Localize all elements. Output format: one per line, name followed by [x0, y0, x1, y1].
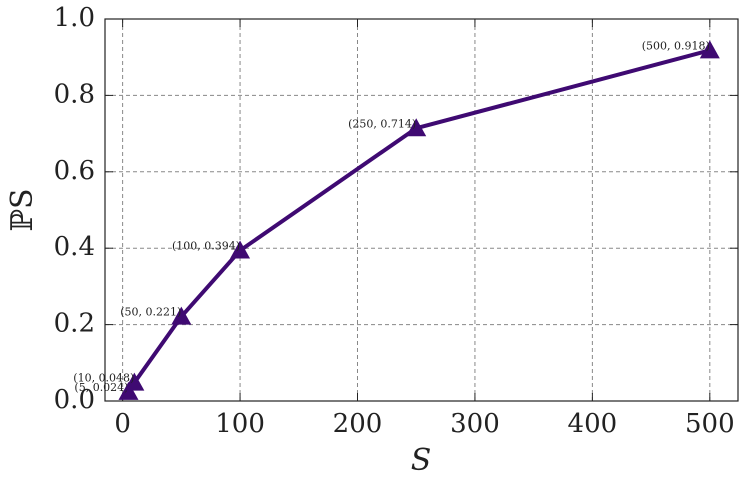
data-label: (5, 0.024) — [74, 381, 128, 394]
data-label: (500, 0.918) — [642, 39, 710, 52]
y-tick-label: 0.8 — [54, 79, 95, 109]
x-tick-label: 100 — [215, 409, 265, 439]
marker — [406, 118, 427, 137]
marker — [118, 381, 139, 400]
x-tick-label: 400 — [568, 409, 618, 439]
x-tick-label: 300 — [450, 409, 500, 439]
y-tick-label: 1.0 — [54, 3, 95, 33]
data-label: (250, 0.714) — [348, 117, 416, 130]
data-label: (10, 0.048) — [73, 372, 134, 385]
y-tick-label: 0.0 — [54, 385, 95, 415]
x-axis-label: S — [411, 443, 432, 478]
x-tick-label: 200 — [333, 409, 383, 439]
plot-frame — [104, 18, 739, 402]
data-label: (50, 0.221) — [120, 306, 181, 319]
y-tick-label: 0.4 — [54, 232, 95, 262]
x-tick-label: 0 — [114, 409, 131, 439]
line — [126, 48, 711, 393]
y-tick-label: 0.2 — [54, 309, 95, 339]
marker — [124, 372, 145, 391]
x-tick-label: 500 — [685, 409, 735, 439]
marker — [230, 240, 251, 259]
data-label: (100, 0.394) — [172, 239, 240, 252]
marker — [699, 40, 720, 59]
y-axis-label: ℙS — [5, 188, 40, 231]
marker — [171, 306, 192, 325]
y-tick-label: 0.6 — [54, 156, 95, 186]
